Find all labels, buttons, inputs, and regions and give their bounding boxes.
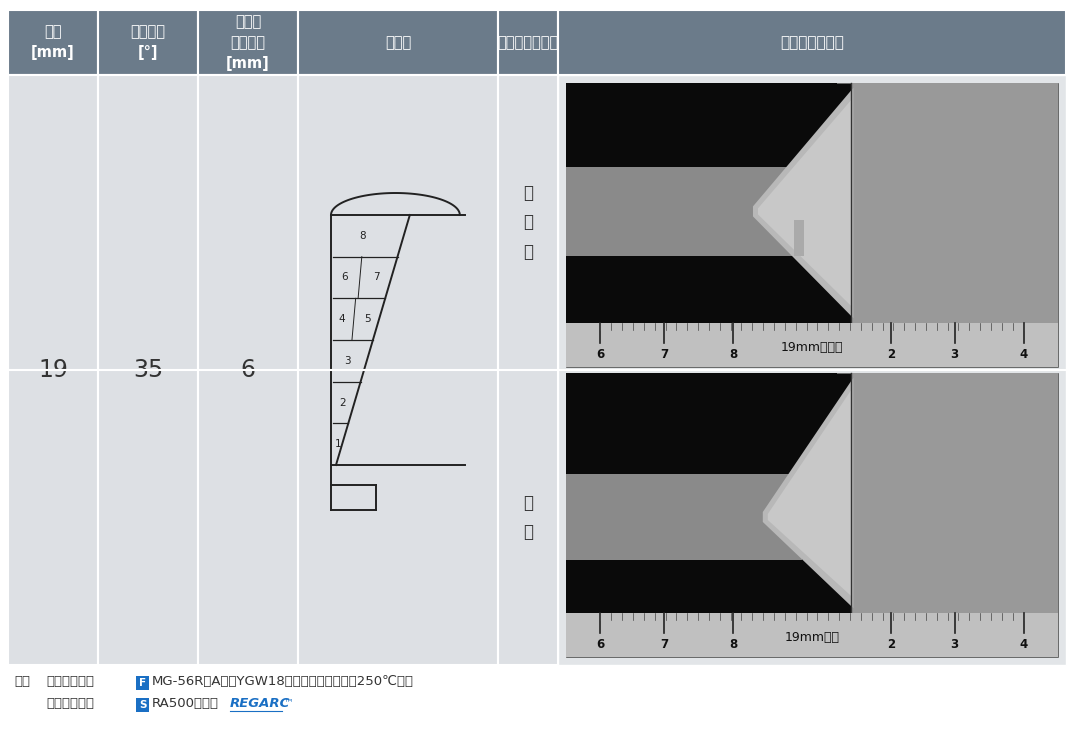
Text: 8: 8 xyxy=(729,348,738,361)
Text: 19mm平板部: 19mm平板部 xyxy=(781,341,843,354)
Bar xyxy=(498,10,558,75)
Text: 4: 4 xyxy=(338,314,345,324)
Bar xyxy=(852,83,1058,323)
Text: 6: 6 xyxy=(241,358,256,382)
Text: 注）: 注） xyxy=(14,675,30,688)
Bar xyxy=(136,676,149,690)
Text: 19mm角部: 19mm角部 xyxy=(784,631,840,644)
Text: RA500搭載の: RA500搭載の xyxy=(153,697,219,710)
Bar xyxy=(566,83,1058,367)
Text: 7: 7 xyxy=(661,638,668,651)
Bar xyxy=(300,190,496,535)
Text: 角
部: 角 部 xyxy=(523,494,533,541)
Bar xyxy=(98,75,198,665)
Bar xyxy=(198,10,297,75)
Text: 板厚
[mm]: 板厚 [mm] xyxy=(31,24,75,60)
Text: 2: 2 xyxy=(337,413,345,423)
Text: 2: 2 xyxy=(887,638,895,651)
Text: 3: 3 xyxy=(950,638,959,651)
Text: 2: 2 xyxy=(887,348,895,361)
Text: 平
板
部: 平 板 部 xyxy=(523,184,533,261)
Text: MG-56R（A）（YGW18）　　パス間温度：250℃以下: MG-56R（A）（YGW18） パス間温度：250℃以下 xyxy=(153,675,413,688)
Bar xyxy=(566,473,802,560)
Bar xyxy=(558,10,1066,75)
Bar xyxy=(8,75,98,665)
Text: 8: 8 xyxy=(337,225,345,236)
Polygon shape xyxy=(763,378,854,608)
Text: 19: 19 xyxy=(38,358,68,382)
Bar xyxy=(198,75,297,665)
Bar xyxy=(566,83,837,167)
Text: 溶接モード：: 溶接モード： xyxy=(46,697,95,710)
Text: 8: 8 xyxy=(729,638,738,651)
Polygon shape xyxy=(768,390,852,596)
Text: 2: 2 xyxy=(339,398,346,407)
Text: 断面マクロ写真: 断面マクロ写真 xyxy=(497,35,558,50)
Bar xyxy=(566,373,837,473)
Bar xyxy=(566,255,812,323)
Polygon shape xyxy=(753,88,854,318)
Text: 4: 4 xyxy=(1019,638,1028,651)
Bar xyxy=(852,373,1058,613)
Text: 8: 8 xyxy=(360,230,366,241)
Text: 5: 5 xyxy=(364,314,371,324)
Text: 6: 6 xyxy=(342,272,348,283)
Text: 開先角度
[°]: 開先角度 [°] xyxy=(131,24,165,60)
Text: 3: 3 xyxy=(345,356,351,366)
Bar xyxy=(297,75,498,665)
Text: ルート
ギャップ
[mm]: ルート ギャップ [mm] xyxy=(227,14,270,71)
Text: 5: 5 xyxy=(337,319,345,330)
Text: 溶接ワイヤ：: 溶接ワイヤ： xyxy=(46,675,95,688)
Text: 1: 1 xyxy=(337,444,345,454)
Polygon shape xyxy=(758,100,852,306)
Text: 積層図: 積層図 xyxy=(384,35,411,50)
Bar xyxy=(566,323,1058,367)
Text: 6: 6 xyxy=(337,288,345,298)
Bar xyxy=(566,613,1058,657)
Bar xyxy=(566,373,1058,657)
Text: 3: 3 xyxy=(950,348,959,361)
Bar xyxy=(566,560,837,613)
Bar xyxy=(98,10,198,75)
Bar xyxy=(498,75,558,665)
Text: 1: 1 xyxy=(335,439,342,449)
Text: 4: 4 xyxy=(1019,348,1028,361)
Text: 7: 7 xyxy=(661,348,668,361)
Bar xyxy=(558,75,1066,665)
Text: 4: 4 xyxy=(337,351,345,360)
Text: 断面マクロ写真: 断面マクロ写真 xyxy=(780,35,844,50)
Text: 35: 35 xyxy=(133,358,163,382)
Bar xyxy=(8,10,98,75)
Text: REGARC: REGARC xyxy=(230,697,290,710)
Text: S: S xyxy=(139,700,146,710)
Bar xyxy=(136,698,149,712)
Bar xyxy=(297,10,498,75)
Text: F: F xyxy=(139,678,146,688)
Bar xyxy=(566,167,802,255)
Text: 7: 7 xyxy=(374,272,380,283)
Bar xyxy=(794,220,804,255)
Text: 6: 6 xyxy=(596,638,605,651)
Text: 3: 3 xyxy=(337,382,345,392)
Text: 6: 6 xyxy=(596,348,605,361)
Text: ™: ™ xyxy=(284,697,294,707)
Text: 7: 7 xyxy=(337,257,345,267)
